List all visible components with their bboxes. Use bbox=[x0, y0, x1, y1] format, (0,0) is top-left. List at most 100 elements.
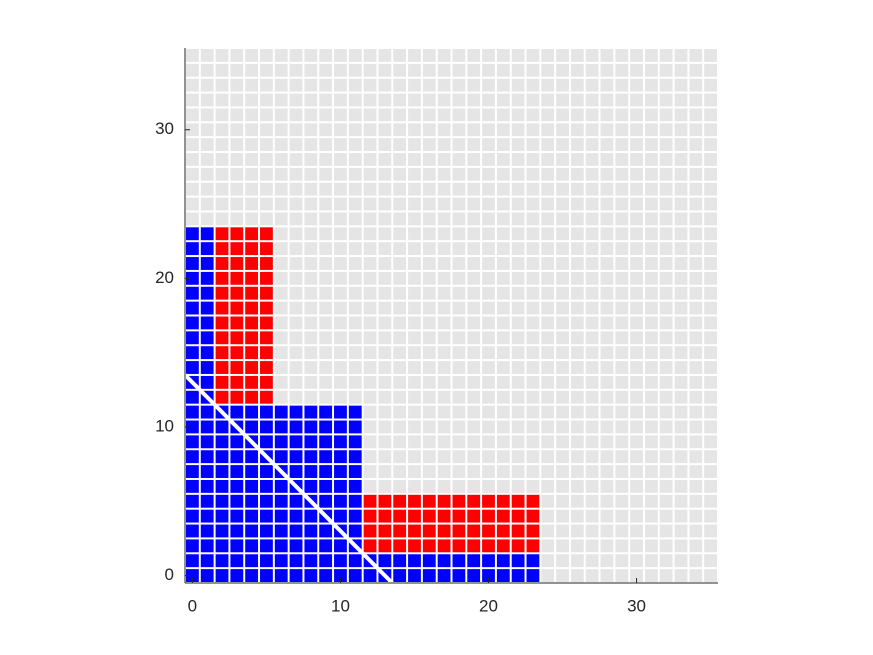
background-cell bbox=[659, 494, 673, 508]
background-cell bbox=[541, 569, 555, 582]
cell bbox=[230, 242, 244, 256]
background-cell bbox=[363, 346, 377, 360]
cell bbox=[363, 494, 377, 508]
background-cell bbox=[334, 212, 347, 226]
background-cell bbox=[511, 435, 525, 449]
background-cell bbox=[393, 123, 407, 137]
cell bbox=[289, 465, 303, 478]
cell bbox=[496, 494, 510, 508]
cell bbox=[260, 420, 273, 434]
background-cell bbox=[363, 257, 377, 270]
background-cell bbox=[644, 435, 658, 449]
background-cell bbox=[378, 331, 392, 345]
background-cell bbox=[363, 286, 377, 300]
cell bbox=[334, 405, 347, 419]
background-cell bbox=[393, 465, 407, 478]
background-cell bbox=[215, 49, 229, 62]
background-cell bbox=[556, 197, 569, 211]
cell bbox=[230, 227, 244, 241]
background-cell bbox=[630, 93, 643, 107]
background-cell bbox=[422, 435, 436, 449]
background-cell bbox=[615, 494, 629, 508]
background-cell bbox=[526, 197, 540, 211]
cell bbox=[319, 405, 333, 419]
background-cell bbox=[556, 108, 569, 122]
background-cell bbox=[600, 271, 614, 285]
background-cell bbox=[304, 242, 318, 256]
cell bbox=[274, 509, 288, 523]
background-cell bbox=[393, 479, 407, 493]
background-cell bbox=[319, 242, 333, 256]
background-cell bbox=[630, 78, 643, 92]
background-cell bbox=[467, 331, 481, 345]
background-cell bbox=[363, 331, 377, 345]
background-cell bbox=[274, 316, 288, 330]
background-cell bbox=[304, 49, 318, 62]
background-cell bbox=[274, 286, 288, 300]
background-cell bbox=[511, 361, 525, 374]
background-cell bbox=[556, 420, 569, 434]
background-cell bbox=[704, 227, 717, 241]
background-cell bbox=[467, 465, 481, 478]
background-cell bbox=[348, 375, 362, 389]
background-cell bbox=[274, 49, 288, 62]
background-cell bbox=[585, 539, 599, 553]
cell bbox=[215, 331, 229, 345]
background-cell bbox=[482, 420, 495, 434]
cell bbox=[408, 494, 421, 508]
background-cell bbox=[615, 301, 629, 315]
background-cell bbox=[630, 420, 643, 434]
background-cell bbox=[408, 316, 421, 330]
background-cell bbox=[304, 257, 318, 270]
background-cell bbox=[186, 78, 199, 92]
background-cell bbox=[200, 123, 214, 137]
background-cell bbox=[482, 375, 495, 389]
background-cell bbox=[585, 271, 599, 285]
background-cell bbox=[289, 316, 303, 330]
background-cell bbox=[600, 123, 614, 137]
background-cell bbox=[274, 93, 288, 107]
background-cell bbox=[230, 167, 244, 181]
background-cell bbox=[334, 227, 347, 241]
background-cell bbox=[644, 93, 658, 107]
background-cell bbox=[526, 331, 540, 345]
background-cell bbox=[334, 123, 347, 137]
background-cell bbox=[378, 63, 392, 77]
cell bbox=[186, 271, 199, 285]
background-cell bbox=[704, 420, 717, 434]
background-cell bbox=[526, 316, 540, 330]
cell bbox=[452, 569, 466, 582]
background-cell bbox=[644, 123, 658, 137]
background-cell bbox=[644, 286, 658, 300]
background-cell bbox=[556, 138, 569, 152]
background-cell bbox=[556, 286, 569, 300]
background-cell bbox=[408, 479, 421, 493]
background-cell bbox=[659, 524, 673, 538]
background-cell bbox=[274, 167, 288, 181]
background-cell bbox=[289, 153, 303, 166]
cell bbox=[437, 539, 451, 553]
background-cell bbox=[526, 450, 540, 464]
cell bbox=[215, 375, 229, 389]
background-cell bbox=[348, 257, 362, 270]
cell bbox=[511, 494, 525, 508]
background-cell bbox=[644, 212, 658, 226]
cell bbox=[186, 242, 199, 256]
background-cell bbox=[200, 167, 214, 181]
background-cell bbox=[689, 63, 703, 77]
cell bbox=[200, 420, 214, 434]
background-cell bbox=[482, 227, 495, 241]
background-cell bbox=[452, 93, 466, 107]
background-cell bbox=[600, 569, 614, 582]
background-cell bbox=[644, 465, 658, 478]
background-cell bbox=[674, 494, 688, 508]
background-cell bbox=[482, 390, 495, 404]
background-cell bbox=[556, 539, 569, 553]
cell bbox=[245, 316, 259, 330]
background-cell bbox=[334, 108, 347, 122]
background-cell bbox=[556, 494, 569, 508]
background-cell bbox=[526, 286, 540, 300]
background-cell bbox=[659, 316, 673, 330]
background-cell bbox=[319, 286, 333, 300]
background-cell bbox=[615, 123, 629, 137]
